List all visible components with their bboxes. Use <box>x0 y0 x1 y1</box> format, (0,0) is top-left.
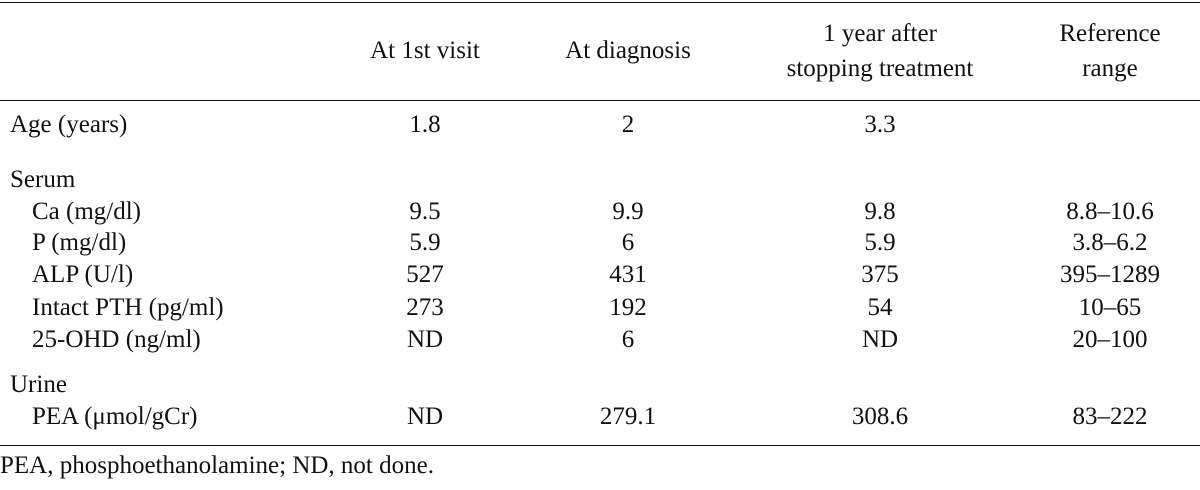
urine-section-label: Urine <box>10 371 67 398</box>
pea-diagnosis: 279.1 <box>599 403 657 430</box>
alp-1st-visit: 527 <box>406 261 444 288</box>
p-diagnosis: 6 <box>621 229 635 256</box>
row-label-ca: Ca (mg/dl) <box>32 198 142 225</box>
pth-1yr-after: 54 <box>867 294 893 321</box>
header-rule <box>0 100 1200 101</box>
alp-diagnosis: 431 <box>609 261 647 288</box>
table-footnote: PEA, phosphoethanolamine; ND, not done. <box>0 452 434 479</box>
bottom-rule <box>0 445 1200 446</box>
serum-section-label: Serum <box>10 166 76 193</box>
p-reference: 3.8–6.2 <box>1072 229 1148 256</box>
header-1yr-after-line2: stopping treatment <box>786 55 974 82</box>
header-at-1st-visit: At 1st visit <box>370 37 480 64</box>
p-1st-visit: 5.9 <box>409 229 441 256</box>
25ohd-reference: 20–100 <box>1072 326 1148 353</box>
header-reference-line2: range <box>1082 55 1138 82</box>
pth-diagnosis: 192 <box>609 294 647 321</box>
alp-reference: 395–1289 <box>1060 261 1160 288</box>
25ohd-diagnosis: 6 <box>621 326 635 353</box>
row-label-25ohd: 25-OHD (ng/ml) <box>32 326 201 353</box>
row-label-p: P (mg/dl) <box>32 229 127 256</box>
pth-1st-visit: 273 <box>406 294 444 321</box>
pth-reference: 10–65 <box>1078 294 1142 321</box>
top-rule <box>0 2 1200 3</box>
age-value-diagnosis: 2 <box>621 111 635 138</box>
alp-1yr-after: 375 <box>861 261 899 288</box>
header-at-diagnosis: At diagnosis <box>565 37 691 64</box>
25ohd-1st-visit: ND <box>406 326 444 353</box>
pea-1st-visit: ND <box>406 403 444 430</box>
ca-diagnosis: 9.9 <box>612 198 644 225</box>
header-reference-line1: Reference <box>1059 20 1161 47</box>
header-1yr-after-line1: 1 year after <box>823 20 937 47</box>
ca-1st-visit: 9.5 <box>409 198 441 225</box>
row-label-alp: ALP (U/l) <box>32 261 134 288</box>
ca-1yr-after: 9.8 <box>864 198 896 225</box>
age-label: Age (years) <box>10 111 128 138</box>
p-1yr-after: 5.9 <box>864 229 896 256</box>
row-label-pth: Intact PTH (pg/ml) <box>32 294 224 321</box>
25ohd-1yr-after: ND <box>861 326 899 353</box>
age-value-1yr-after: 3.3 <box>864 111 896 138</box>
age-value-1st-visit: 1.8 <box>409 111 441 138</box>
ca-reference: 8.8–10.6 <box>1066 198 1154 225</box>
row-label-pea: PEA (μmol/gCr) <box>32 403 198 430</box>
pea-reference: 83–222 <box>1072 403 1148 430</box>
pea-1yr-after: 308.6 <box>851 403 909 430</box>
